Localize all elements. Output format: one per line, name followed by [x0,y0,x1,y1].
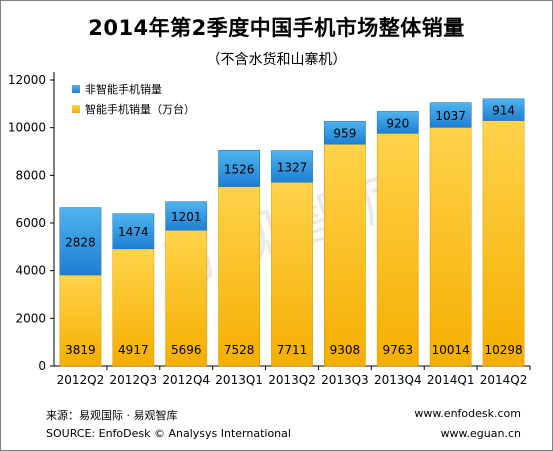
bar-label-non-smartphone: 1526 [224,162,255,176]
bar-label-smartphone: 9763 [383,343,414,357]
y-tick-label: 6000 [15,216,46,230]
bar-non-smartphone [482,98,525,121]
chart-title: 2014年第2季度中国手机市场整体销量 [88,16,465,40]
bar-smartphone [218,186,260,367]
legend-non-smartphone-swatch [72,85,80,93]
x-tick-label: 2012Q3 [110,373,158,387]
x-tick-label: 2013Q2 [268,373,316,387]
bar-label-smartphone: 3819 [65,343,96,357]
x-tick-label: 2013Q4 [374,373,422,387]
url-eguan: www.eguan.cn [440,427,521,440]
bar-smartphone [112,248,155,367]
bar-non-smartphone [218,149,260,187]
x-tick-label: 2014Q1 [427,373,475,387]
bar-label-non-smartphone: 920 [386,116,409,130]
bar-label-non-smartphone: 1037 [435,109,466,123]
bar-non-smartphone [112,213,155,250]
bar-label-non-smartphone: 914 [492,104,515,118]
x-tick-label: 2013Q1 [215,373,263,387]
source-en: SOURCE: EnfoDesk © Analysys Internationa… [46,427,291,440]
x-tick-label: 2013Q3 [321,373,369,387]
bar-label-non-smartphone: 1327 [277,160,308,174]
bar-label-non-smartphone: 2828 [65,235,96,249]
legend-non-smartphone-label: 非智能手机销量 [85,82,162,96]
y-tick-label: 10000 [8,121,46,135]
bar-smartphone [271,181,313,367]
bar-non-smartphone [271,150,313,183]
bar-label-smartphone: 7711 [277,343,308,357]
bar-smartphone [376,133,419,367]
y-tick-label: 12000 [8,73,46,87]
bar-label-smartphone: 9308 [330,343,361,357]
bar-label-non-smartphone: 1474 [118,225,149,239]
bar-non-smartphone [59,207,102,276]
bar-label-smartphone: 5696 [171,343,202,357]
y-tick-label: 8000 [15,168,46,182]
bar-label-smartphone: 4917 [118,343,149,357]
x-tick-label: 2012Q4 [162,373,210,387]
url-enfodesk: www.enfodesk.com [414,407,521,420]
bar-smartphone [429,127,472,367]
bar-non-smartphone [165,201,208,231]
bar-smartphone [59,274,102,367]
bar-label-smartphone: 10298 [484,343,522,357]
y-tick-label: 4000 [15,264,46,278]
bar-non-smartphone [376,111,419,134]
source-cn: 来源：易观国际 · 易观智库 [46,409,178,422]
bar-label-non-smartphone: 1201 [171,210,202,224]
bar-non-smartphone [324,121,366,145]
chart-subtitle: （不含水货和山寨机） [206,52,347,68]
bar-label-non-smartphone: 959 [333,127,356,141]
bar-smartphone [482,120,525,367]
y-tick-label: 0 [38,359,46,373]
bar-smartphone [165,229,208,367]
x-tick-label: 2014Q2 [480,373,528,387]
legend-smartphone-label: 智能手机销量（万台） [85,102,195,116]
bar-non-smartphone [429,102,472,128]
legend-smartphone-swatch [72,105,80,113]
bar-label-smartphone: 10014 [432,343,470,357]
bar-label-smartphone: 7528 [224,343,255,357]
bar-smartphone [324,143,366,367]
x-tick-label: 2012Q2 [57,373,105,387]
y-tick-label: 2000 [15,311,46,325]
